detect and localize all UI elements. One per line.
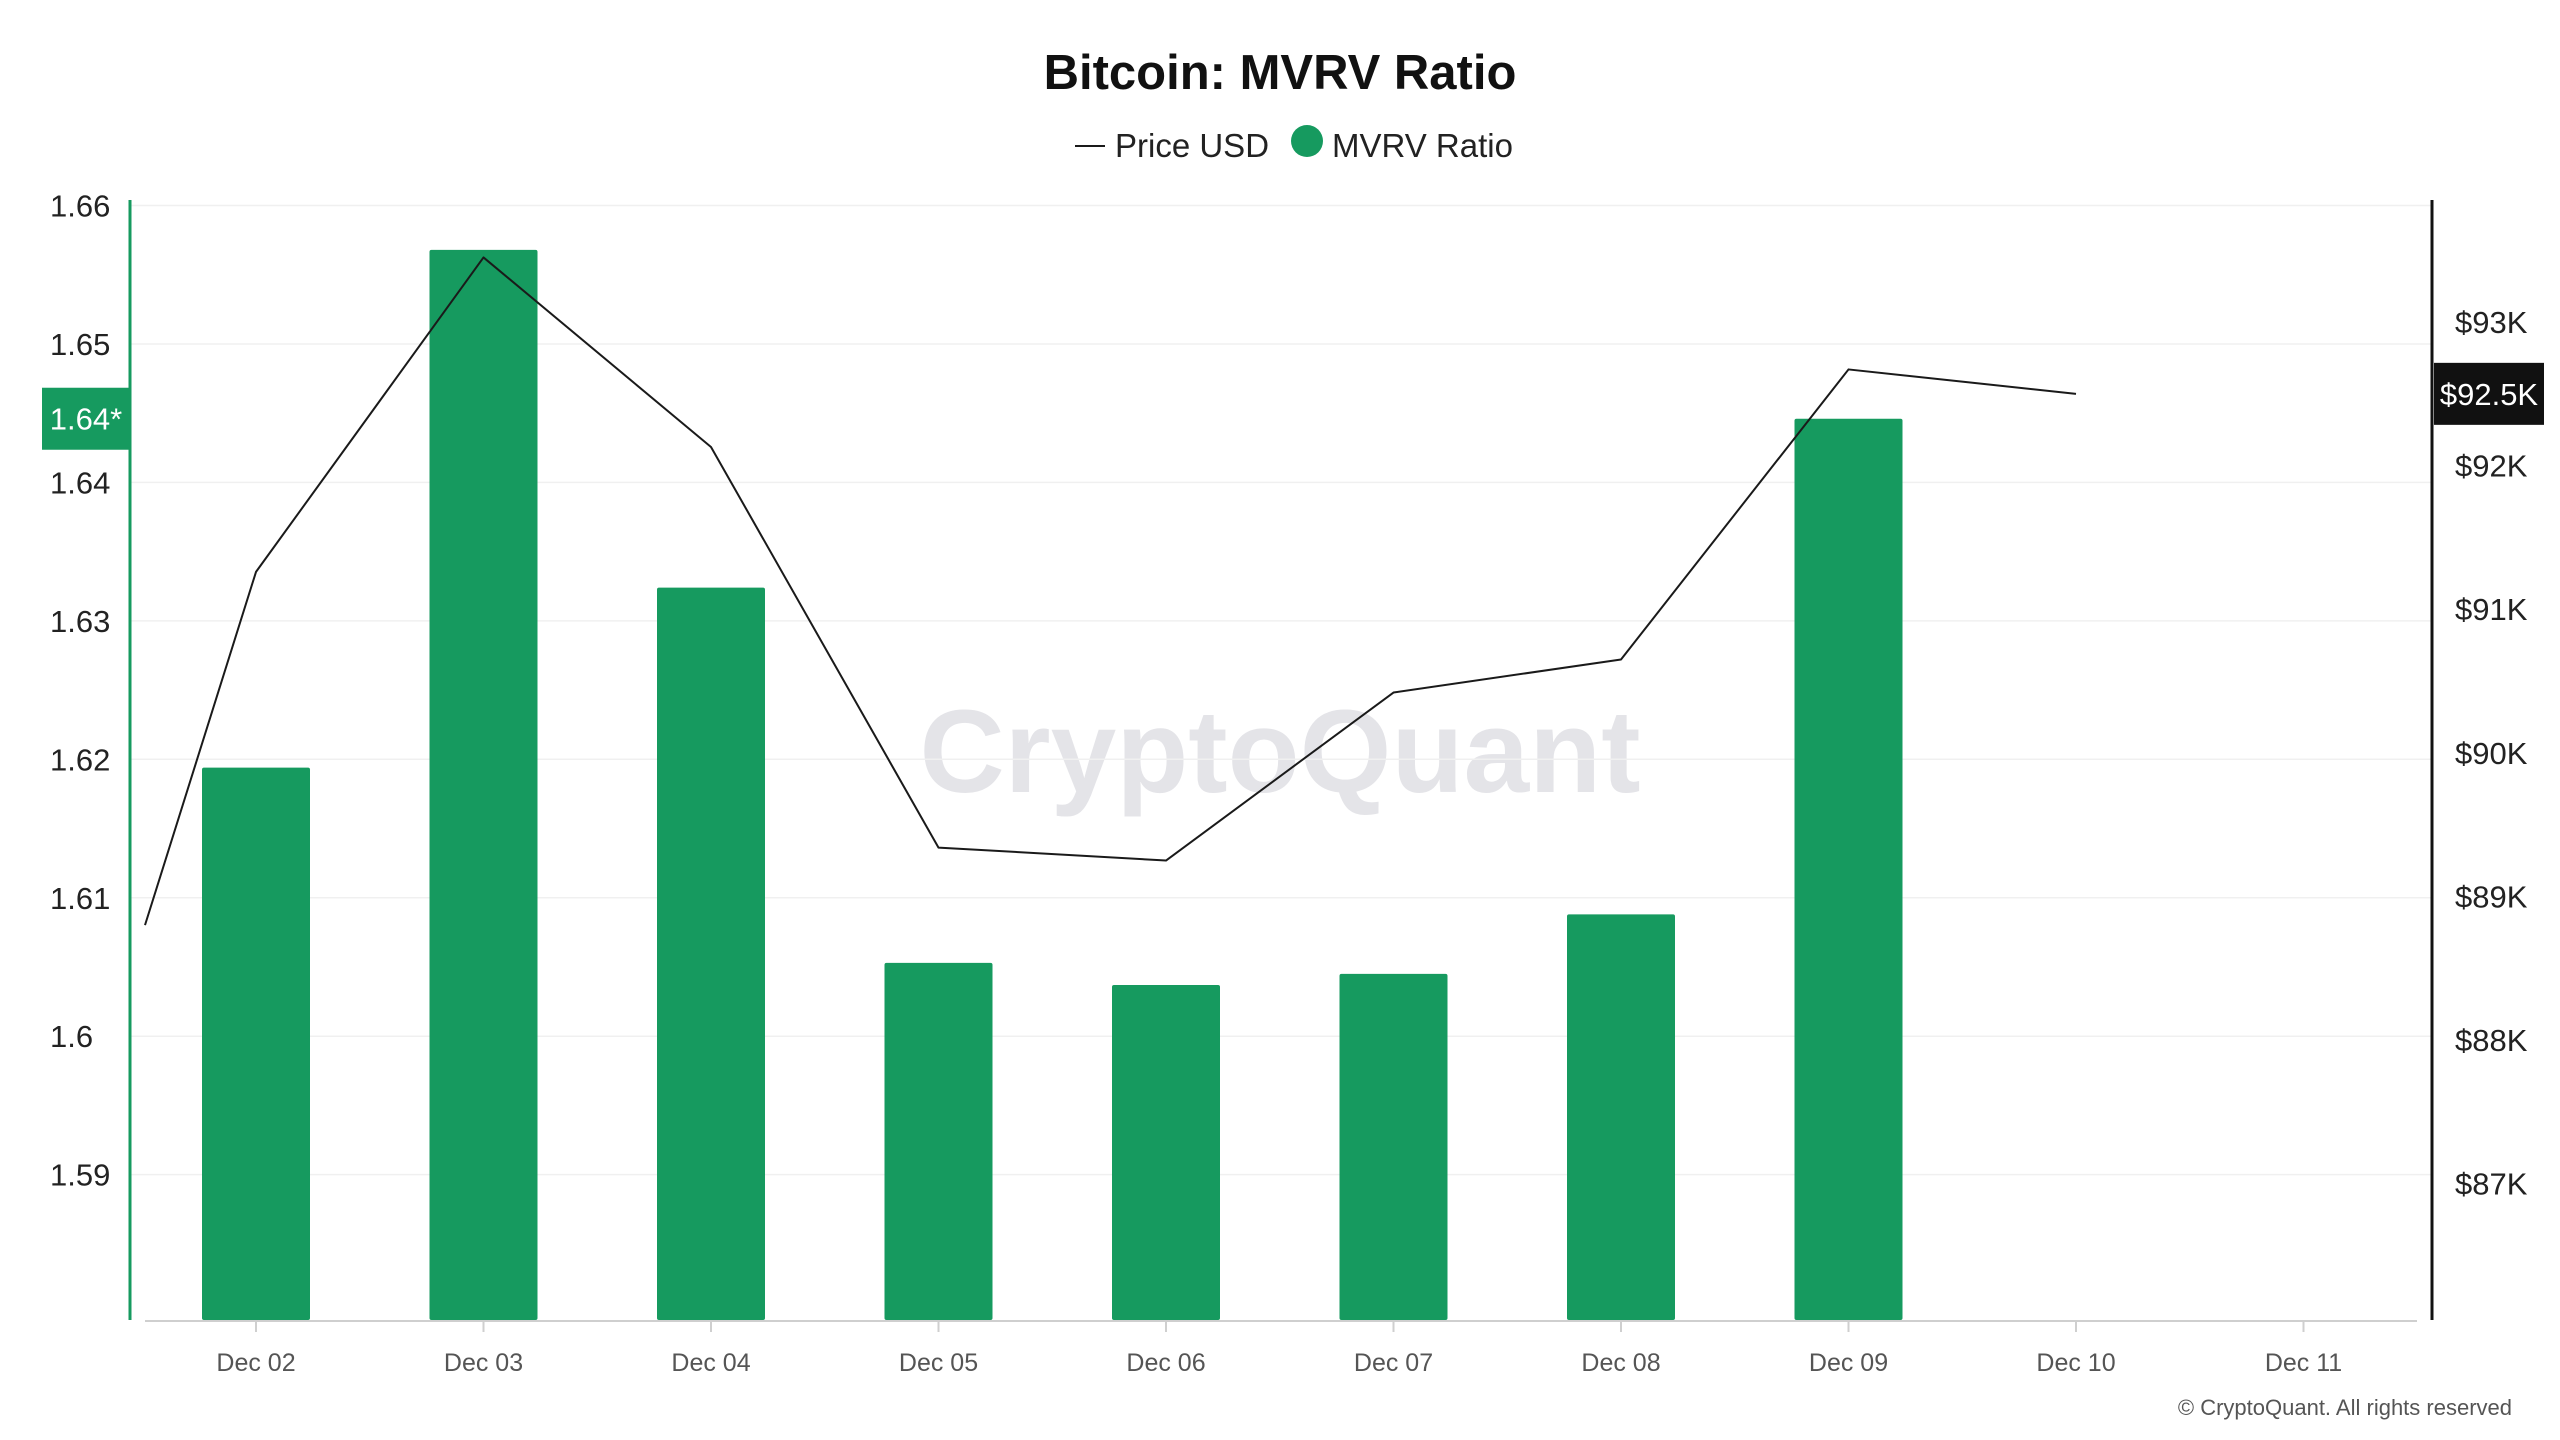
watermark: CryptoQuant xyxy=(919,686,1640,818)
left-tick-label: 1.62 xyxy=(50,742,110,777)
x-tick-label: Dec 04 xyxy=(671,1349,750,1377)
mvrv-bar[interactable] xyxy=(1339,973,1448,1320)
legend-dot-icon xyxy=(1291,125,1323,157)
x-tick-label: Dec 08 xyxy=(1581,1349,1660,1377)
left-current-badge xyxy=(42,387,130,450)
price-line-series xyxy=(144,256,2077,926)
x-tick-label: Dec 09 xyxy=(1809,1349,1888,1377)
axes xyxy=(128,200,2434,1322)
legend-item-mvrv[interactable]: MVRV Ratio xyxy=(1332,127,1513,164)
x-tick-label: Dec 10 xyxy=(2036,1349,2115,1377)
mvrv-bar[interactable] xyxy=(429,249,538,1320)
axis-badges: 1.64* $92.5K xyxy=(42,362,2544,450)
mvrv-bar[interactable] xyxy=(1794,418,1903,1320)
legend[interactable]: Price USD MVRV Ratio xyxy=(1075,125,1513,164)
right-tick-label: $87K xyxy=(2455,1167,2528,1202)
right-tick-label: $90K xyxy=(2455,736,2528,771)
right-tick-label: $93K xyxy=(2455,305,2528,340)
x-tick-label: Dec 06 xyxy=(1126,1349,1205,1377)
right-current-badge xyxy=(2434,362,2544,425)
x-tick-label: Dec 07 xyxy=(1354,1349,1433,1377)
x-tick-label: Dec 05 xyxy=(899,1349,978,1377)
legend-item-price[interactable]: Price USD xyxy=(1115,127,1269,164)
mvrv-bar[interactable] xyxy=(884,962,993,1320)
price-line[interactable] xyxy=(144,256,2077,926)
tick-labels: 1.59 1.6 1.61 1.62 1.63 1.64 1.65 1.66 $87K $88K $… xyxy=(50,189,2528,1377)
mvrv-bar[interactable] xyxy=(1112,984,1220,1320)
right-tick-label: $88K xyxy=(2455,1023,2528,1058)
right-tick-label: $89K xyxy=(2455,879,2528,914)
right-tick-label: $91K xyxy=(2455,592,2528,627)
left-tick-label: 1.64 xyxy=(50,465,110,500)
left-tick-label: 1.59 xyxy=(50,1158,110,1193)
left-current-badge-label: 1.64* xyxy=(50,402,122,437)
left-tick-label: 1.6 xyxy=(50,1019,93,1054)
x-tick-label: Dec 02 xyxy=(216,1349,295,1377)
mvrv-bar[interactable] xyxy=(202,767,310,1320)
right-tick-label: $92K xyxy=(2455,449,2528,484)
left-tick-label: 1.65 xyxy=(50,327,110,362)
right-current-badge-label: $92.5K xyxy=(2440,377,2539,412)
left-tick-label: 1.63 xyxy=(50,604,110,639)
mvrv-bar[interactable] xyxy=(1567,914,1675,1320)
x-tick-label: Dec 11 xyxy=(2265,1349,2342,1377)
x-tick-label: Dec 03 xyxy=(444,1349,523,1377)
left-tick-label: 1.61 xyxy=(50,881,110,916)
left-tick-label: 1.66 xyxy=(50,189,110,224)
chart-title: Bitcoin: MVRV Ratio xyxy=(1044,46,1517,100)
bar-series xyxy=(202,249,1903,1320)
copyright-notice: © CryptoQuant. All rights reserved xyxy=(2178,1395,2512,1420)
mvrv-bar[interactable] xyxy=(657,587,765,1320)
